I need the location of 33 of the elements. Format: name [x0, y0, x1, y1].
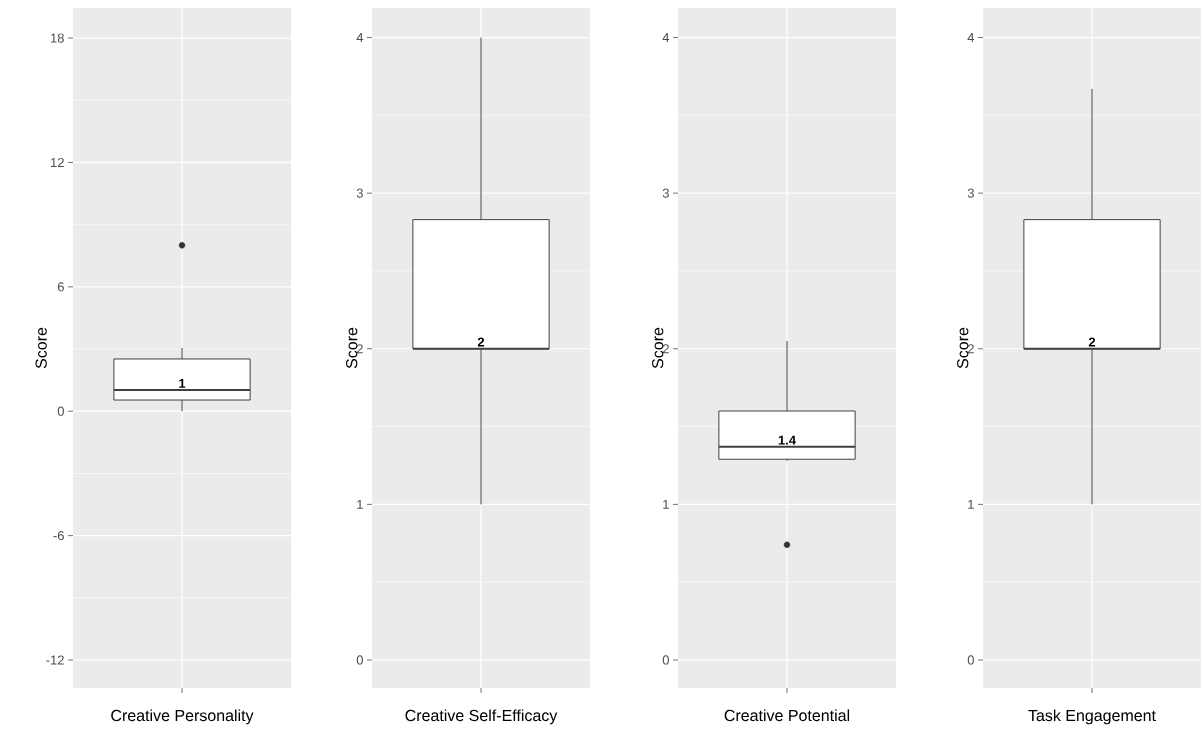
y-tick-label: 0: [57, 406, 64, 416]
y-tick-label: 2: [967, 344, 974, 354]
y-tick-label: 12: [51, 157, 64, 167]
y-tick-label: 4: [356, 33, 364, 43]
annotation: 1.4: [778, 435, 796, 445]
y-tick-label: 3: [356, 188, 363, 198]
y-tick-label: 2: [356, 344, 363, 354]
y-axis-title: Score: [35, 327, 47, 369]
annotation: 1: [179, 378, 186, 388]
y-tick-label: 4: [967, 33, 975, 43]
y-tick-label: -6: [53, 531, 64, 541]
y-tick-label: 4: [662, 33, 670, 43]
x-axis-title: Creative Personality: [111, 709, 254, 725]
y-tick-label: 18: [51, 33, 64, 43]
y-axis-title: Score: [346, 327, 358, 369]
y-axis-title: Score: [957, 327, 969, 369]
y-tick-label: 1: [663, 499, 669, 509]
annotation: 2: [477, 337, 485, 347]
y-tick-label: 6: [57, 282, 64, 292]
x-axis-title: Creative Potential: [724, 709, 850, 722]
y-tick-label: 0: [662, 655, 669, 665]
y-tick-label: 2: [662, 344, 669, 354]
y-tick-label: 1: [357, 499, 363, 509]
x-axis-title: Creative Self-Efficacy: [405, 709, 558, 725]
y-tick-label: 0: [356, 655, 363, 665]
x-axis-title: Task Engagement: [1028, 709, 1156, 725]
y-tick-label: 3: [662, 188, 669, 198]
y-axis-title: Score: [652, 327, 664, 369]
annotation: 2: [1088, 337, 1096, 347]
y-tick-label: -12: [46, 655, 64, 665]
y-tick-label: 0: [967, 655, 974, 665]
y-tick-label: 1: [968, 499, 974, 509]
y-tick-label: 3: [967, 188, 974, 198]
